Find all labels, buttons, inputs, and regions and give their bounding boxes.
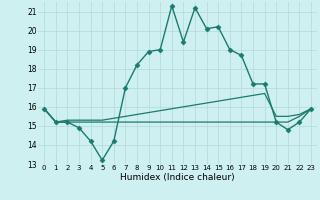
X-axis label: Humidex (Indice chaleur): Humidex (Indice chaleur) (120, 173, 235, 182)
